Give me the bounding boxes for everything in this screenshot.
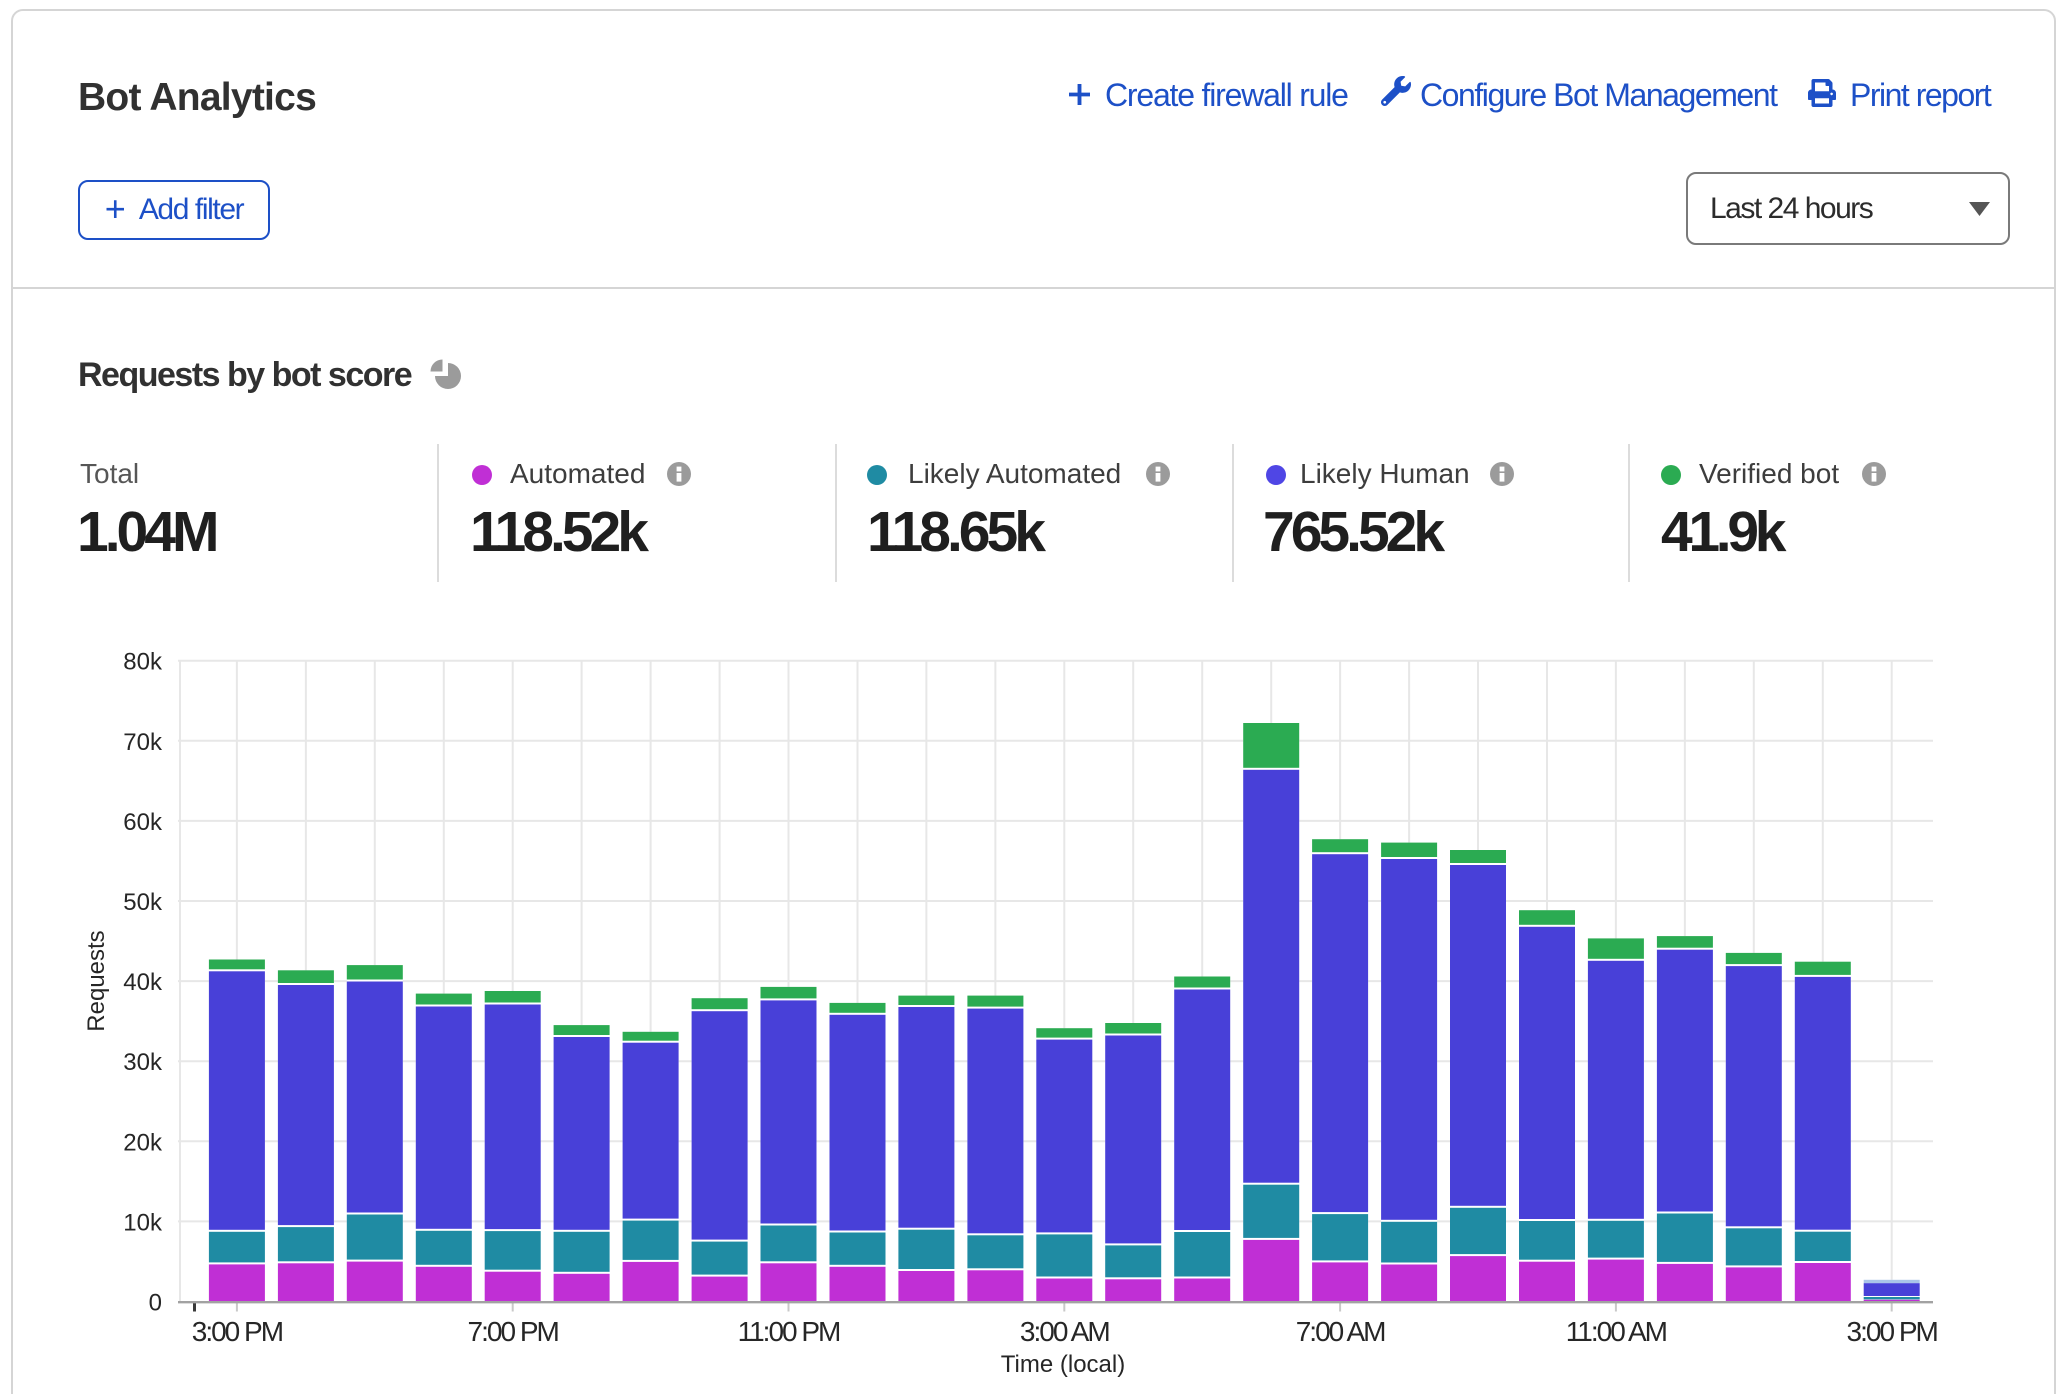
- svg-text:40k: 40k: [123, 969, 163, 996]
- svg-text:3:00 AM: 3:00 AM: [1020, 1316, 1109, 1347]
- svg-text:30k: 30k: [123, 1049, 163, 1076]
- svg-text:20k: 20k: [123, 1129, 163, 1156]
- svg-text:Requests: Requests: [83, 930, 110, 1031]
- svg-text:10k: 10k: [123, 1209, 163, 1236]
- svg-text:11:00 AM: 11:00 AM: [1566, 1316, 1667, 1347]
- svg-text:Time (local): Time (local): [1001, 1351, 1125, 1378]
- svg-text:7:00 PM: 7:00 PM: [468, 1316, 559, 1347]
- svg-text:3:00 PM: 3:00 PM: [192, 1316, 283, 1347]
- svg-text:50k: 50k: [123, 889, 163, 916]
- svg-text:0: 0: [149, 1290, 162, 1317]
- svg-text:3:00 PM: 3:00 PM: [1847, 1316, 1938, 1347]
- svg-text:60k: 60k: [123, 809, 163, 836]
- svg-text:70k: 70k: [123, 729, 163, 756]
- svg-text:80k: 80k: [123, 649, 163, 676]
- svg-text:7:00 AM: 7:00 AM: [1296, 1316, 1385, 1347]
- svg-text:11:00 PM: 11:00 PM: [738, 1316, 840, 1347]
